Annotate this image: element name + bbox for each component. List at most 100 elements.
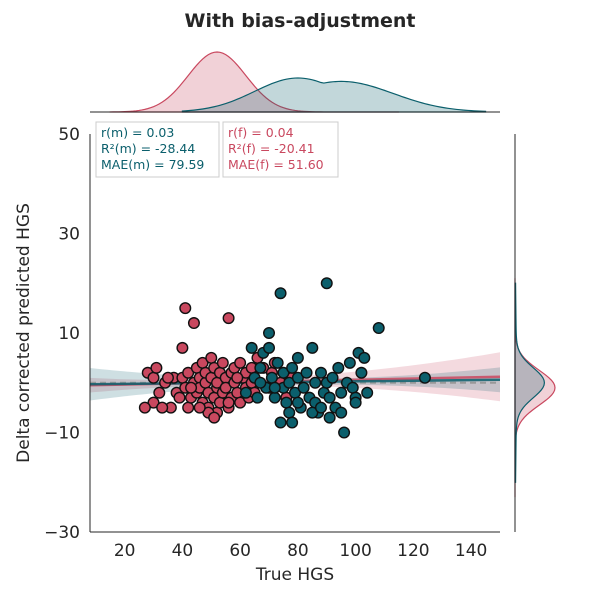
male-data-point [286,361,299,374]
female-data-point [219,381,232,394]
male-data-point [323,391,336,404]
male-data-point [355,366,368,379]
x-tick-label: 120 [397,541,429,561]
male-data-point [254,376,267,389]
female-data-point [234,356,247,369]
female-data-point [173,391,186,404]
main-scatter-panel: 20 40 60 80 100 120 140 −30 −10 10 30 50 [44,125,501,561]
male-data-point [372,322,385,335]
female-data-point [156,401,169,414]
male-stats-box: r(m) = 0.03 R²(m) = -28.44 MAE(m) = 79.5… [95,121,220,178]
female-stats-frame [222,121,339,178]
male-stats-frame [95,121,220,178]
male-data-point [309,376,322,389]
male-data-point [251,391,264,404]
male-data-point [306,341,319,354]
female-data-point [205,351,218,364]
y-tick-label: 50 [58,125,80,145]
female-data-point [176,341,189,354]
x-tick-labels: 20 40 60 80 100 120 140 [114,541,488,561]
chart-title: With bias-adjustment [185,10,416,32]
male-x-density [181,77,487,113]
female-data-point [222,312,235,325]
female-data-point [153,386,166,399]
male-data-point [335,386,348,399]
x-tick-label: 60 [229,541,251,561]
top-marginal-kde [109,51,487,113]
male-data-point [291,396,304,409]
male-data-point [361,386,374,399]
female-stat-mae: MAE(f) = 51.60 [228,157,324,172]
male-data-point [297,381,310,394]
female-data-point [216,356,229,369]
male-data-point [291,371,304,384]
male-data-point [268,391,281,404]
y-tick-label: −30 [44,523,80,543]
male-data-point [332,361,345,374]
male-data-point [239,386,252,399]
male-data-point [277,366,290,379]
male-data-point [314,366,327,379]
female-stats-box: r(f) = 0.04 R²(f) = -20.41 MAE(f) = 51.6… [222,121,339,178]
y-axis-label: Delta corrected predicted HGS [14,203,34,463]
female-data-point [150,361,163,374]
female-data-point [222,396,235,409]
male-data-point [338,426,351,439]
female-data-point [161,371,174,384]
male-data-point [263,341,276,354]
female-data-point [187,317,200,330]
male-data-point [291,351,304,364]
female-data-point [182,366,195,379]
male-data-point [268,381,281,394]
male-data-point [358,351,371,364]
male-stat-r: r(m) = 0.03 [101,125,174,140]
x-tick-label: 20 [114,541,136,561]
male-data-point [271,356,284,369]
male-data-point [274,287,287,300]
right-marginal-kde [514,278,556,498]
x-tick-label: 140 [455,541,487,561]
male-data-point [283,406,296,419]
male-data-point [263,327,276,340]
female-data-point [179,302,192,315]
male-data-point [306,406,319,419]
female-data-point [147,396,160,409]
male-data-point [349,396,362,409]
male-stat-mae: MAE(m) = 79.59 [101,157,204,172]
male-data-point [343,356,356,369]
female-data-point [193,401,206,414]
female-data-point [182,401,195,414]
female-data-point [147,371,160,384]
male-data-point [245,341,258,354]
female-data-point [185,381,198,394]
y-tick-labels: −30 −10 10 30 50 [44,125,80,543]
x-tick-label: 80 [287,541,309,561]
male-data-point [286,416,299,429]
male-data-point [300,366,313,379]
female-data-point [234,396,247,409]
male-data-point [280,396,293,409]
female-data-point [231,371,244,384]
y-tick-label: −10 [44,424,80,444]
male-stat-r2: R²(m) = -28.44 [101,141,195,156]
female-stat-r2: R²(f) = -20.41 [228,141,315,156]
male-y-density [514,282,546,483]
male-data-point [418,371,431,384]
male-data-point [326,371,339,384]
female-data-point [208,411,221,424]
scatter-points [138,277,431,439]
y-tick-label: 30 [58,225,80,245]
male-data-point [265,371,278,384]
male-data-point [314,401,327,414]
x-tick-label: 40 [172,541,194,561]
male-data-point [320,277,333,290]
x-tick-label: 100 [339,541,371,561]
male-data-point [274,416,287,429]
male-data-point [323,411,336,424]
male-data-point [283,376,296,389]
male-data-point [335,406,348,419]
female-data-point [138,401,151,414]
male-data-point [346,381,359,394]
male-data-point [254,361,267,374]
